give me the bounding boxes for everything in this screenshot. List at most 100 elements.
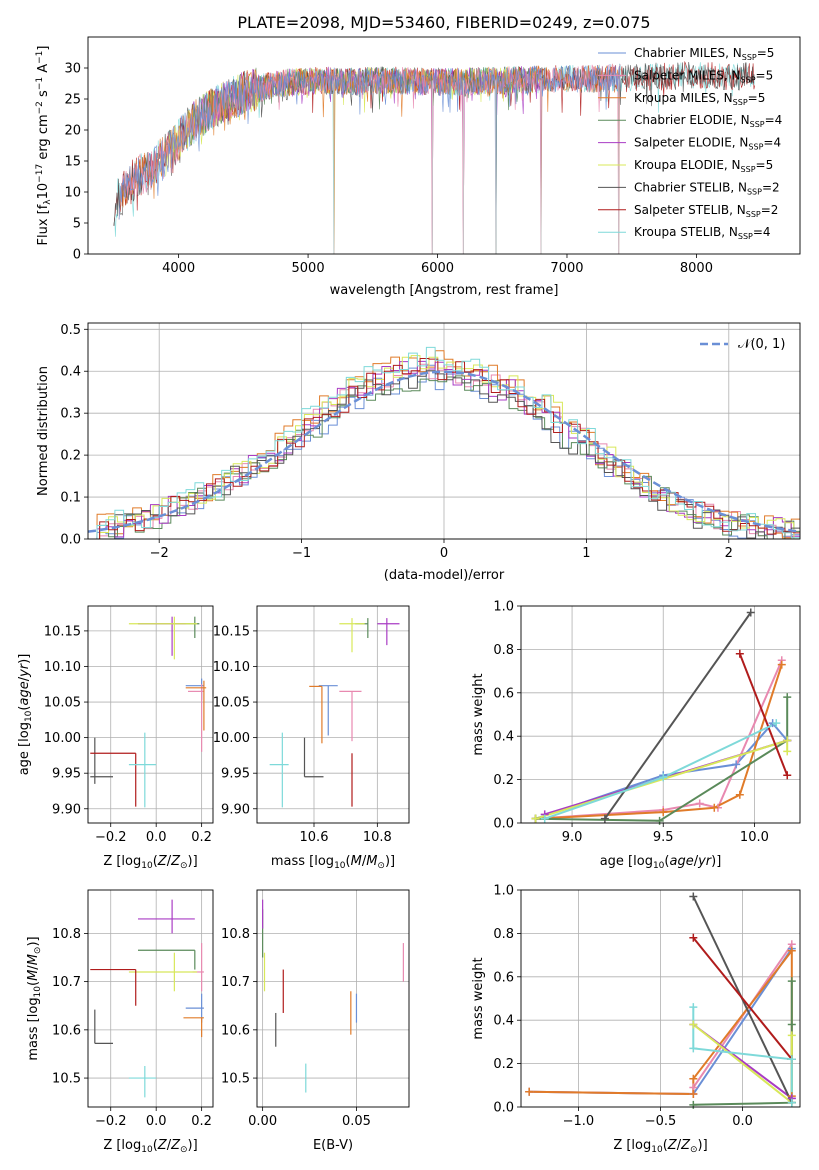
- label-part: age [log: [600, 854, 653, 869]
- weight-marker: [710, 803, 719, 812]
- spectrum-line: [118, 63, 621, 254]
- label-part: A: [36, 64, 51, 77]
- x-axis-label: age [log10(age/yr)]: [600, 854, 722, 871]
- label-part: Z: [157, 1138, 168, 1153]
- label-part: −1: [35, 77, 45, 90]
- label-part: SSP: [742, 53, 757, 62]
- y-tick-label: 0.3: [60, 407, 81, 422]
- x-tick-label: 6000: [421, 261, 454, 276]
- y-tick-label: 0.2: [493, 1057, 514, 1072]
- y-tick-label: 10.10: [213, 660, 250, 675]
- y-tick-label: 10.5: [221, 1072, 250, 1087]
- x-tick-label: 10.6: [300, 830, 329, 845]
- x-tick-label: −1.0: [563, 1114, 595, 1129]
- y-axis-label: Normed distribution: [36, 366, 51, 496]
- label-part: =5: [748, 91, 766, 105]
- y-tick-label: 9.90: [52, 802, 81, 817]
- plot-area: [90, 616, 207, 808]
- x-tick-label: −0.2: [95, 830, 127, 845]
- label-part: =4: [763, 136, 781, 150]
- label-part: Kroupa MILES, N: [634, 91, 733, 105]
- y-tick-label: 0.8: [493, 927, 514, 942]
- y-tick-label: 10.00: [213, 731, 250, 746]
- x-tick-label: 0.2: [191, 1114, 212, 1129]
- label-part: /: [167, 1138, 172, 1153]
- y-tick-label: 15: [64, 155, 81, 170]
- weight-marker: [783, 771, 792, 780]
- x-tick-label: 0.00: [248, 1114, 277, 1129]
- y-tick-label: 10.7: [221, 975, 250, 990]
- weight-marker: [787, 1031, 796, 1040]
- label-part: (: [663, 1138, 668, 1153]
- label-part: (: [26, 981, 41, 986]
- y-tick-label: 0.6: [493, 970, 514, 985]
- label-part: age: [17, 681, 32, 705]
- panel-mass-vs-EBV: 0.00 0.05 10.5 10.6 10.7 10.8 E(B-V): [221, 889, 410, 1153]
- label-part: )]: [17, 654, 32, 664]
- x-axis-label: Z [log10(Z/Z⊙)]: [103, 1138, 197, 1155]
- weight-marker: [732, 760, 741, 769]
- label-part: Chabrier STELIB, N: [634, 180, 747, 194]
- panel-residuals: −2 −1 0 1 2 0.0 0.1 0.2 0.3 0.4 0.5 (data-model)/er…: [36, 322, 801, 583]
- y-axis-label: age [log10(age/yr)]: [17, 654, 34, 776]
- x-tick-label: 8000: [680, 261, 713, 276]
- weight-marker: [531, 814, 540, 823]
- panel-weight-vs-Z: −1.0 −0.5 0.00.00.20.40.60.81.0Z [log10(Z/…: [471, 884, 801, 1155]
- weight-marker: [695, 799, 704, 808]
- label-part: =4: [753, 225, 771, 239]
- label-part: Salpeter MILES, N: [634, 68, 741, 82]
- label-part: )]: [26, 936, 41, 946]
- x-tick-label: 0.2: [191, 830, 212, 845]
- label-part: 10: [141, 1145, 153, 1155]
- x-tick-label: −0.5: [645, 1114, 677, 1129]
- weight-line: [738, 653, 789, 776]
- label-part: =5: [756, 68, 774, 82]
- weight-marker: [787, 1098, 796, 1107]
- label-part: age: [669, 854, 693, 869]
- weight-marker: [783, 747, 792, 756]
- label-part: =4: [765, 113, 783, 127]
- label-part: erg cm: [36, 114, 51, 163]
- label-part: Kroupa ELODIE, N: [634, 158, 741, 172]
- label-part: ⊙: [33, 947, 43, 955]
- weight-marker: [787, 1020, 796, 1029]
- label-part: /: [694, 854, 699, 869]
- label-part: ]: [36, 46, 51, 51]
- panel-mass-vs-Z: −0.2 0.0 0.210.510.610.710.8Z [log10(Z/Z⊙)…: [26, 889, 214, 1155]
- label-part: (: [153, 1138, 158, 1153]
- figure-title: PLATE=2098, MJD=53460, FIBERID=0249, z=0…: [237, 13, 650, 32]
- weight-marker: [787, 946, 796, 955]
- y-tick-label: 10.8: [221, 927, 250, 942]
- panel-spectrum: 4000 5000 6000 7000 8000 0 5 10 15 20 25 30 waveleng…: [35, 36, 801, 298]
- y-tick-label: 0.0: [60, 533, 81, 548]
- label-part: M: [366, 854, 377, 869]
- panel-weight-vs-age: 9.0 9.5 10.0 0.0 0.2 0.4 0.6 0.8 1.0 age [log10(a…: [471, 600, 801, 871]
- y-tick-label: 25: [64, 93, 81, 108]
- label-part: mass [log: [26, 997, 41, 1060]
- weight-marker: [689, 933, 698, 942]
- label-part: −17: [35, 164, 45, 183]
- y-tick-label: 10.05: [44, 696, 81, 711]
- weight-marker: [525, 1087, 534, 1096]
- weight-marker: [746, 608, 755, 617]
- label-part: SSP: [747, 187, 762, 196]
- label-part: SSP: [741, 165, 756, 174]
- weight-marker: [787, 1055, 796, 1064]
- label-part: yr: [697, 854, 713, 869]
- weight-marker: [689, 1020, 698, 1029]
- y-tick-label: 9.90: [221, 802, 250, 817]
- weight-line: [535, 697, 789, 822]
- label-part: SSP: [750, 120, 765, 129]
- x-tick-label: 0: [440, 546, 448, 561]
- weight-marker: [540, 814, 549, 823]
- legend-label: 𝒩(0, 1): [738, 337, 785, 352]
- legend-label: Chabrier ELODIE, NSSP=4: [634, 113, 782, 129]
- label-part: age [log: [17, 722, 32, 775]
- y-tick-label: 10.6: [52, 1023, 81, 1038]
- legend-label: Salpeter STELIB, NSSP=2: [634, 203, 778, 219]
- label-part: ⊙: [180, 1145, 188, 1155]
- x-tick-label: −2: [150, 546, 169, 561]
- label-part: s: [36, 90, 51, 101]
- label-part: )]: [698, 1138, 708, 1153]
